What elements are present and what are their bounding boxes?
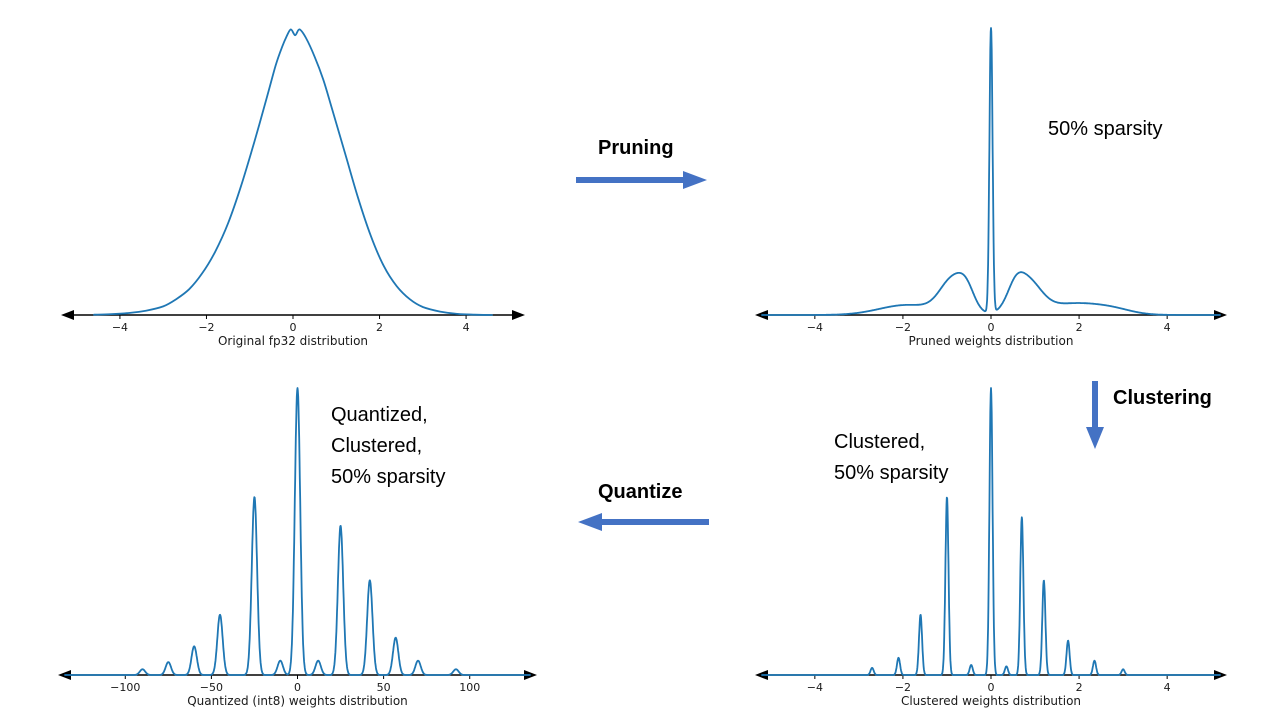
tick-label: −50	[200, 681, 223, 694]
tick-label: 2	[1076, 681, 1083, 694]
tick-label: −2	[895, 681, 911, 694]
pruning-arrow	[576, 171, 707, 189]
quantized-note-line-2: Clustered,	[331, 435, 423, 457]
chart-quantized-plot: −100 −50 0 50 100 Quantized (int8) weights di…	[58, 387, 537, 708]
quantize-arrow	[578, 513, 709, 531]
quantized-note: Quantized, Clustered, 50% sparsity	[331, 400, 446, 493]
clustered-note: Clustered, 50% sparsity	[834, 427, 949, 489]
tick-label: 100	[459, 681, 480, 694]
tick-label: 0	[988, 321, 995, 334]
x-axis-label: Clustered weights distribution	[901, 694, 1081, 708]
tick-label: −4	[807, 321, 823, 334]
chart-pruned: −4 −2 0 2 4 Pruned weights distribution	[752, 12, 1230, 348]
sparsity-note: 50% sparsity	[1048, 118, 1163, 140]
chart-clustered: −4 −2 0 2 4 Clustered weights distribution	[752, 372, 1230, 708]
tick-label: −2	[895, 321, 911, 334]
tick-label: −100	[110, 681, 140, 694]
clustered-note-line-2: 50% sparsity	[834, 462, 949, 484]
distribution-curve	[64, 387, 531, 676]
pruning-label: Pruning	[598, 137, 674, 159]
chart-original-fp32: −4 −2 0 2 4 Original fp32 distribution	[58, 12, 528, 348]
clustering-label: Clustering	[1113, 387, 1212, 409]
tick-label: −4	[807, 681, 823, 694]
arrow-head	[1086, 427, 1104, 449]
x-axis-right-arrowhead	[512, 310, 525, 320]
chart-clustered-plot: −4 −2 0 2 4 Clustered weights distribution	[755, 387, 1227, 708]
chart-original-plot: −4 −2 0 2 4 Original fp32 distribution	[61, 28, 525, 348]
distribution-curve	[93, 28, 493, 316]
tick-label: 0	[988, 681, 995, 694]
tick-label: 4	[1164, 321, 1171, 334]
tick-label: 4	[1164, 681, 1171, 694]
tick-label: 2	[376, 321, 383, 334]
tick-label: 4	[463, 321, 470, 334]
distribution-curve	[761, 387, 1221, 676]
x-axis-left-arrowhead	[61, 310, 74, 320]
arrow-shaft	[576, 177, 685, 183]
arrow-shaft	[600, 519, 709, 525]
tick-label: 50	[377, 681, 391, 694]
quantized-note-line-1: Quantized,	[331, 404, 428, 426]
tick-label: −4	[112, 321, 128, 334]
chart-pruned-plot: −4 −2 0 2 4 Pruned weights distribution	[755, 27, 1227, 348]
x-axis-label: Original fp32 distribution	[218, 334, 368, 348]
quantized-note-line-3: 50% sparsity	[331, 466, 446, 488]
clustering-arrow	[1086, 381, 1104, 449]
tick-label: 2	[1076, 321, 1083, 334]
arrow-head	[578, 513, 602, 531]
clustered-note-line-1: Clustered,	[834, 431, 926, 453]
x-axis-label: Pruned weights distribution	[909, 334, 1074, 348]
chart-quantized: −100 −50 0 50 100 Quantized (int8) weights di…	[55, 372, 540, 708]
tick-label: 0	[294, 681, 301, 694]
distribution-curve	[761, 27, 1221, 316]
tick-label: 0	[290, 321, 297, 334]
tick-label: −2	[198, 321, 214, 334]
arrow-head	[683, 171, 707, 189]
quantize-label: Quantize	[598, 481, 683, 503]
x-axis-label: Quantized (int8) weights distribution	[187, 694, 408, 708]
arrow-shaft	[1092, 381, 1098, 429]
